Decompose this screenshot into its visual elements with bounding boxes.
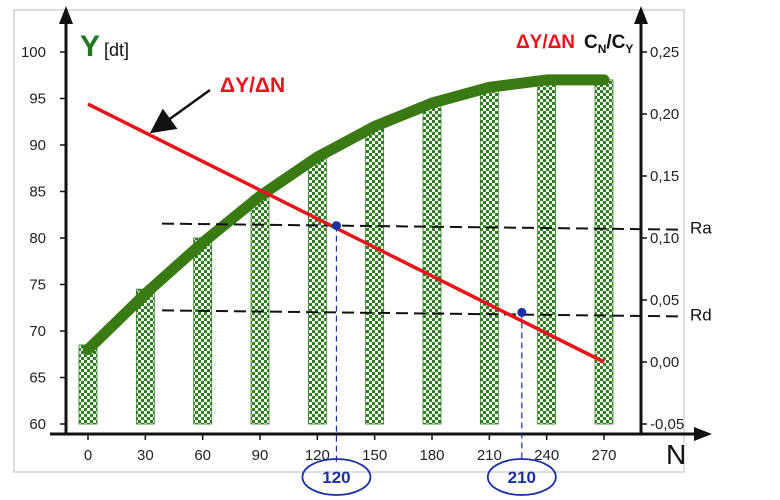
bar-0 (78, 344, 98, 425)
left-axis-arrow (59, 6, 73, 24)
ref-label-Rd: Rd (690, 305, 712, 324)
bar-180 (422, 102, 442, 425)
yield-curve-path (82, 74, 610, 356)
marker-label: 120 (322, 468, 350, 487)
left-tick-label: 85 (29, 184, 46, 201)
marker-ellipse (486, 458, 557, 496)
line-label: ΔY/ΔN (220, 74, 285, 97)
left-ticks: 60 65 70 75 80 85 90 95 100 (21, 44, 66, 433)
x-tick-label: 210 (477, 447, 502, 464)
left-tick-label: 90 (29, 137, 46, 154)
ref-line-Ra (161, 222, 681, 231)
plot-frame (13, 9, 685, 473)
x-ticks: 0 30 60 90 120 150 180 210 240 270 (84, 434, 617, 464)
x-tick-label: 60 (194, 447, 211, 464)
line-label-arrow (149, 88, 211, 134)
x-tick-label: 0 (84, 447, 92, 464)
right-tick-label: 0,20 (650, 106, 679, 123)
marker-label: 210 (508, 468, 536, 487)
intersection-markers: 120 210 (301, 221, 557, 496)
marginal-line (87, 102, 605, 364)
reference-lines: Ra Rd (161, 219, 712, 324)
yield-curve (82, 74, 610, 356)
axes (50, 6, 712, 441)
bar-90 (250, 195, 270, 425)
y-axis-unit: [dt] (104, 40, 129, 60)
left-tick-label: 75 (29, 277, 46, 294)
marker-point (331, 221, 341, 231)
bar-30 (135, 288, 155, 425)
right-ticks: -0,05 0,00 0,05 0,10 0,15 0,20 0,25 (641, 44, 684, 433)
top-delta-label: ΔY/ΔN (516, 32, 575, 53)
right-axis-sub1: N (598, 42, 607, 56)
bar-120 (307, 158, 327, 425)
right-tick-label: 0,10 (650, 230, 679, 247)
right-tick-label: 0,05 (650, 292, 679, 309)
right-axis-title: CN/CY (584, 32, 633, 56)
left-tick-label: 60 (29, 416, 46, 433)
x-tick-label: 180 (419, 447, 444, 464)
x-tick-label: 150 (362, 447, 387, 464)
right-axis-sub2: Y (625, 42, 633, 56)
y-axis-title: Y (80, 30, 100, 63)
marker-ellipse (301, 458, 372, 496)
left-tick-label: 95 (29, 91, 46, 108)
right-tick-label: 0,25 (650, 44, 679, 61)
marker-point (517, 307, 527, 317)
ref-label-Ra: Ra (690, 219, 712, 238)
left-tick-label: 65 (29, 370, 46, 387)
x-tick-label: 30 (137, 447, 154, 464)
x-tick-label: 240 (534, 447, 559, 464)
bar-150 (365, 126, 385, 425)
left-tick-label: 70 (29, 323, 46, 340)
bar-240 (537, 84, 557, 425)
right-tick-label: 0,15 (650, 168, 679, 185)
bar-60 (193, 237, 213, 425)
x-tick-label: 90 (252, 447, 269, 464)
marginal-line-path (87, 102, 605, 364)
right-axis-arrow (634, 6, 648, 24)
right-tick-label: -0,05 (650, 416, 684, 433)
right-axis-sep: /C (606, 32, 625, 53)
left-tick-label: 80 (29, 230, 46, 247)
bar-210 (479, 88, 499, 425)
x-axis-title: N (666, 439, 686, 470)
left-tick-label: 100 (21, 44, 46, 61)
x-tick-label: 270 (591, 447, 616, 464)
ref-line-Rd (161, 309, 681, 318)
bars (78, 79, 614, 425)
x-axis-arrow (694, 427, 712, 441)
right-tick-label: 0,00 (650, 354, 679, 371)
bar-270 (594, 79, 614, 425)
right-axis-main: C (584, 32, 598, 53)
